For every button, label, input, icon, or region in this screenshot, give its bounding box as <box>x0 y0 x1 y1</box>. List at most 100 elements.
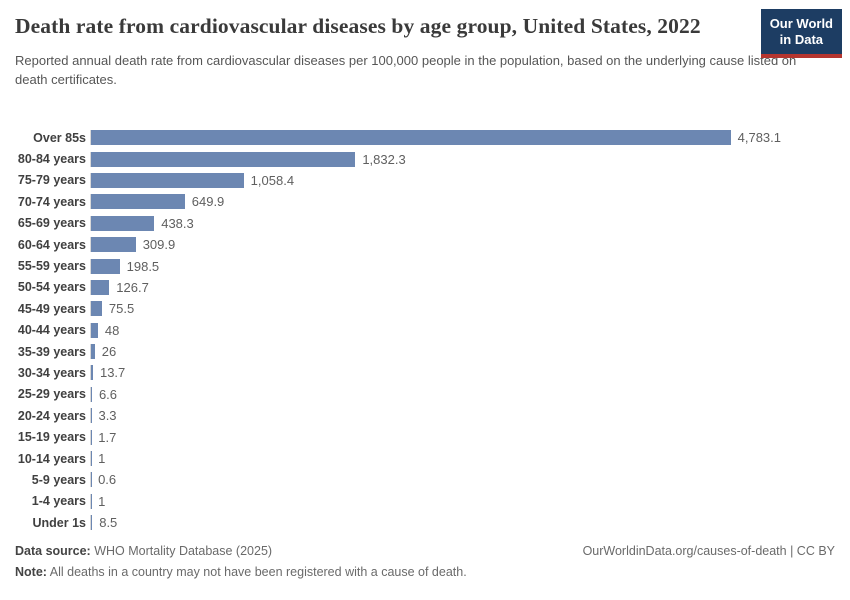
bar-track: 649.9 <box>90 194 781 210</box>
value-label: 649.9 <box>191 194 225 210</box>
bar[interactable] <box>91 301 102 317</box>
category-label: Over 85s <box>33 130 86 145</box>
category-label: 65-69 years <box>17 216 86 231</box>
bar-track: 75.5 <box>90 301 781 317</box>
bar-row: 10-14 years 1 <box>15 448 835 469</box>
value-label: 126.7 <box>116 279 149 295</box>
category-label: 50-54 years <box>17 280 86 295</box>
bar[interactable] <box>91 258 120 274</box>
note-label: Note: <box>15 565 47 579</box>
value-label: 8.5 <box>99 515 118 531</box>
bar[interactable] <box>91 215 155 231</box>
owid-logo-line2: in Data <box>779 32 824 48</box>
bar[interactable] <box>91 322 98 338</box>
note-value: All deaths in a country may not have bee… <box>49 565 467 579</box>
bar[interactable] <box>91 279 110 295</box>
value-label: 438.3 <box>161 215 194 231</box>
value-label: 1,058.4 <box>250 172 295 188</box>
bar[interactable] <box>91 365 93 381</box>
bar[interactable] <box>91 386 92 402</box>
value-label: 48 <box>104 322 120 338</box>
chart-footer: Data source: WHO Mortality Database (202… <box>15 544 835 586</box>
bar-track: 4,783.1 <box>90 130 781 146</box>
bar-track: 8.5 <box>90 515 781 531</box>
bar-track: 438.3 <box>90 215 781 231</box>
bar-row: Over 85s 4,783.1 <box>15 127 835 148</box>
bar-row: 25-29 years 6.6 <box>15 384 835 405</box>
bar-row: 35-39 years 26 <box>15 341 835 362</box>
category-label: 60-64 years <box>17 237 86 252</box>
value-label: 75.5 <box>108 301 135 317</box>
bar[interactable] <box>91 344 95 360</box>
bar[interactable] <box>91 515 93 531</box>
bar-row: 55-59 years 198.5 <box>15 255 835 276</box>
category-label: 55-59 years <box>17 259 86 274</box>
bar-track: 1,058.4 <box>90 172 781 188</box>
bar-row: 70-74 years 649.9 <box>15 191 835 212</box>
bar-row: 40-44 years 48 <box>15 320 835 341</box>
category-label: 25-29 years <box>17 387 86 402</box>
bar-row: 5-9 years 0.6 <box>15 469 835 490</box>
bar-row: 45-49 years 75.5 <box>15 298 835 319</box>
bar-track: 13.7 <box>90 365 781 381</box>
bar-track: 3.3 <box>90 408 781 424</box>
note-line: Note: All deaths in a country may not ha… <box>15 565 467 579</box>
bar-row: 80-84 years 1,832.3 <box>15 148 835 169</box>
attribution-link[interactable]: OurWorldinData.org/causes-of-death | CC … <box>582 544 835 558</box>
category-label: 15-19 years <box>17 430 86 445</box>
value-label: 13.7 <box>99 365 126 381</box>
bar[interactable] <box>91 151 356 167</box>
bar-track: 309.9 <box>90 237 781 253</box>
category-label: 40-44 years <box>17 323 86 338</box>
bar-track: 1 <box>90 451 781 467</box>
category-label: 35-39 years <box>17 344 86 359</box>
bar-track: 198.5 <box>90 258 781 274</box>
data-source-label: Data source: <box>15 544 91 558</box>
category-label: 1-4 years <box>31 494 86 509</box>
value-label: 26 <box>101 344 117 360</box>
bar-row: 15-19 years 1.7 <box>15 426 835 447</box>
value-label: 1 <box>98 451 106 467</box>
bar-track: 1,832.3 <box>90 151 781 167</box>
value-label: 1.7 <box>98 429 117 445</box>
chart-header: Death rate from cardiovascular diseases … <box>15 9 842 90</box>
bar[interactable] <box>91 194 185 210</box>
category-label: 30-34 years <box>17 365 86 380</box>
bar-row: Under 1s 8.5 <box>15 512 835 533</box>
category-label: 5-9 years <box>31 472 86 487</box>
owid-logo-line1: Our World <box>769 16 833 31</box>
category-label: 80-84 years <box>17 152 86 167</box>
bar[interactable] <box>91 237 136 253</box>
bar[interactable] <box>91 130 731 146</box>
footer-left: Data source: WHO Mortality Database (202… <box>15 544 467 586</box>
bar-track: 48 <box>90 322 781 338</box>
value-label: 1 <box>98 493 106 509</box>
bar-track: 1 <box>90 493 781 509</box>
bar-track: 126.7 <box>90 279 781 295</box>
value-label: 309.9 <box>142 237 176 253</box>
bar[interactable] <box>91 172 244 188</box>
page-title: Death rate from cardiovascular diseases … <box>15 14 701 38</box>
chart-subtitle: Reported annual death rate from cardiova… <box>15 52 797 88</box>
data-source-line: Data source: WHO Mortality Database (202… <box>15 544 467 558</box>
category-label: 75-79 years <box>17 173 86 188</box>
bar-chart: Over 85s 4,783.1 80-84 years 1,832.3 75-79 y… <box>15 127 835 533</box>
category-label: 10-14 years <box>17 451 86 466</box>
category-label: 70-74 years <box>17 194 86 209</box>
value-label: 3.3 <box>98 408 117 424</box>
bar-track: 6.6 <box>90 386 781 402</box>
bar-row: 20-24 years 3.3 <box>15 405 835 426</box>
data-source-value: WHO Mortality Database (2025) <box>94 544 273 558</box>
bar-row: 65-69 years 438.3 <box>15 213 835 234</box>
bar-row: 1-4 years 1 <box>15 491 835 512</box>
bar-track: 0.6 <box>90 472 781 488</box>
bar-row: 75-79 years 1,058.4 <box>15 170 835 191</box>
value-label: 6.6 <box>98 386 118 402</box>
category-label: 45-49 years <box>17 301 86 316</box>
category-label: 20-24 years <box>17 408 86 423</box>
category-label: Under 1s <box>32 515 87 530</box>
bar-row: 60-64 years 309.9 <box>15 234 835 255</box>
value-label: 4,783.1 <box>737 130 781 146</box>
owid-logo[interactable]: Our World in Data <box>760 9 842 58</box>
